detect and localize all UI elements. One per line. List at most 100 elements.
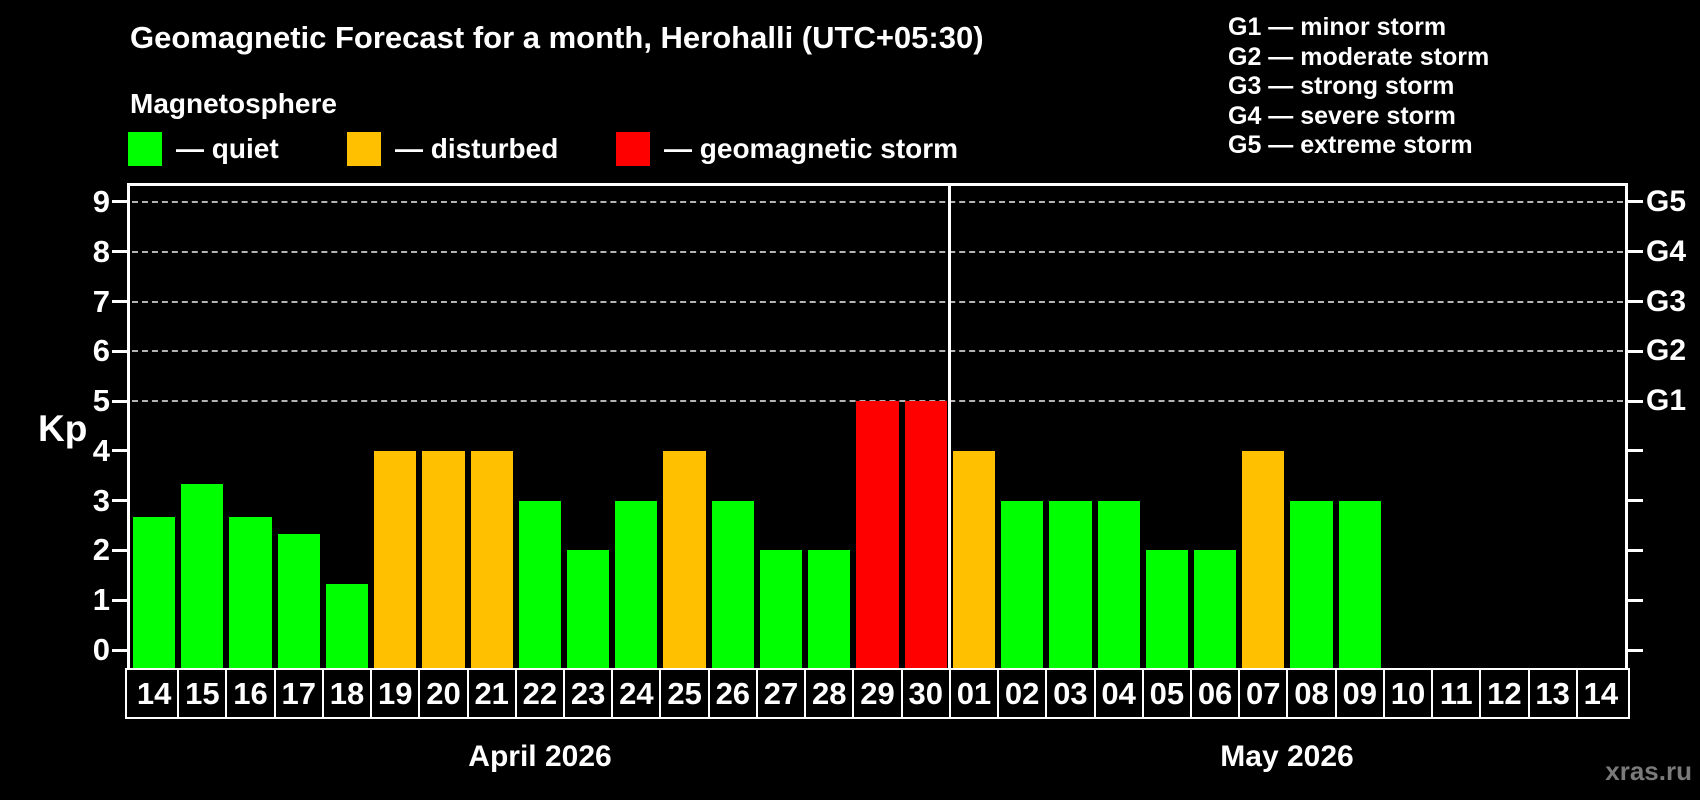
y-axis-tick-right-2	[1628, 548, 1643, 552]
month-label-may: May 2026	[1220, 740, 1354, 773]
x-axis-date-strip: 14 15 16 17 18 19 20 21 22 23 24 25 26 27 28 29 30 01 02 03…	[125, 668, 1630, 719]
right-axis-label-g1: G1	[1646, 384, 1687, 418]
y-axis-label-6: 6	[92, 333, 110, 369]
disturbed-legend-label: — disturbed	[395, 133, 559, 164]
date-cell-apr-15: 15	[185, 676, 220, 711]
date-cell-apr-20: 20	[426, 676, 461, 711]
date-cell-separator-23	[1238, 670, 1241, 717]
date-cell-may-06: 06	[1197, 676, 1233, 711]
date-cell-separator-10	[611, 670, 614, 717]
y-axis-tick-left-6	[112, 349, 127, 353]
right-axis-label-g4: G4	[1646, 234, 1687, 268]
kp-bar-may-09	[1338, 500, 1381, 670]
date-cell-separator-24	[1286, 670, 1289, 717]
date-cell-may-13: 13	[1535, 676, 1570, 711]
y-axis-tick-right-6	[1628, 349, 1643, 353]
date-cell-separator-15	[852, 670, 855, 717]
kp-bar-apr-14	[133, 517, 176, 670]
right-axis-label-g5: G5	[1646, 184, 1687, 218]
date-cell-separator-18	[997, 670, 1000, 717]
date-cell-may-02: 02	[1004, 676, 1040, 711]
y-axis-label-3: 3	[92, 482, 110, 518]
date-cell-separator-4	[321, 670, 324, 717]
g2-legend-line: G2 — moderate storm	[1228, 42, 1490, 71]
kp-bar-apr-29	[856, 401, 899, 670]
g-scale-legend: G1 — minor storm G2 — moderate storm G3 …	[1228, 13, 1489, 161]
kp-bar-apr-30	[904, 401, 947, 670]
date-cell-apr-24: 24	[619, 676, 654, 711]
date-cell-separator-20	[1093, 670, 1096, 717]
y-axis-tick-right-4	[1628, 449, 1643, 453]
gridline-kp6	[132, 350, 1623, 353]
date-cell-separator-8	[514, 670, 517, 717]
kp-bar-apr-24	[615, 500, 658, 670]
date-cell-apr-28: 28	[812, 676, 847, 711]
kp-bar-apr-20	[422, 450, 465, 670]
y-axis-label-9: 9	[92, 183, 110, 219]
kp-bar-may-04	[1097, 500, 1140, 670]
date-cell-may-08: 08	[1294, 676, 1329, 711]
y-axis-tick-left-3	[112, 499, 127, 503]
kp-bar-apr-17	[277, 534, 320, 670]
g5-legend-line: G5 — extreme storm	[1228, 131, 1473, 160]
disturbed-color-swatch	[347, 132, 381, 166]
date-cell-separator-13	[755, 670, 758, 717]
date-cell-may-07: 07	[1246, 676, 1281, 711]
gridline-kp5	[132, 400, 1623, 403]
date-cell-apr-23: 23	[570, 676, 606, 711]
right-axis-label-g2: G2	[1646, 334, 1687, 368]
kp-bar-apr-23	[567, 550, 610, 670]
date-cell-separator-25	[1334, 670, 1337, 717]
date-cell-may-09: 09	[1342, 676, 1377, 711]
right-axis-label-g3: G3	[1646, 284, 1687, 318]
y-axis-label-8: 8	[92, 233, 110, 269]
month-separator-line	[948, 186, 952, 670]
kp-bar-apr-19	[374, 450, 417, 670]
y-axis-tick-right-7	[1628, 300, 1643, 304]
date-cell-separator-21	[1141, 670, 1144, 717]
y-axis-title: Kp	[38, 408, 88, 449]
y-axis-label-0: 0	[92, 632, 110, 667]
date-cell-separator-1	[177, 670, 180, 717]
date-cell-apr-18: 18	[329, 676, 365, 711]
date-cell-apr-19: 19	[377, 676, 413, 711]
kp-bar-may-03	[1049, 500, 1092, 670]
date-cell-may-04: 04	[1101, 676, 1136, 711]
y-axis-tick-left-1	[112, 598, 127, 602]
g3-legend-line: G3 — strong storm	[1228, 72, 1455, 101]
y-axis-label-1: 1	[92, 582, 110, 618]
date-cell-separator-16	[900, 670, 903, 717]
y-axis-tick-right-9	[1628, 200, 1643, 204]
date-cell-separator-22	[1189, 670, 1192, 717]
date-cell-separator-12	[707, 670, 710, 717]
date-cell-separator-29	[1527, 670, 1530, 717]
date-cell-apr-17: 17	[281, 676, 317, 711]
y-axis-tick-left-7	[112, 300, 127, 304]
y-axis-tick-left-5	[112, 399, 127, 403]
kp-bar-apr-26	[711, 500, 754, 670]
date-cell-apr-22: 22	[522, 676, 558, 711]
kp-bar-apr-18	[325, 583, 369, 670]
y-axis-tick-left-2	[112, 548, 127, 552]
kp-bar-may-06	[1193, 550, 1237, 670]
y-axis-tick-left-0	[112, 648, 127, 652]
date-cell-separator-9	[563, 670, 566, 717]
date-cell-separator-19	[1045, 670, 1048, 717]
watermark: xras.ru	[1605, 756, 1692, 786]
y-axis-tick-left-9	[112, 200, 127, 204]
date-cell-may-05: 05	[1149, 676, 1185, 711]
g4-legend-line: G4 — severe storm	[1228, 101, 1456, 130]
date-cell-separator-11	[659, 670, 662, 717]
y-axis-label-2: 2	[92, 532, 110, 568]
kp-bar-apr-16	[229, 517, 272, 670]
kp-bar-may-05	[1145, 550, 1188, 670]
y-axis-tick-right-3	[1628, 499, 1643, 503]
storm-color-swatch	[616, 132, 650, 166]
gridline-kp7	[132, 300, 1623, 303]
y-axis-label-5: 5	[92, 383, 110, 419]
date-cell-may-12: 12	[1487, 676, 1522, 711]
date-cell-apr-21: 21	[474, 676, 509, 711]
kp-bar-may-02	[1001, 500, 1044, 670]
quiet-legend-label: — quiet	[176, 133, 279, 164]
date-cell-separator-5	[370, 670, 373, 717]
